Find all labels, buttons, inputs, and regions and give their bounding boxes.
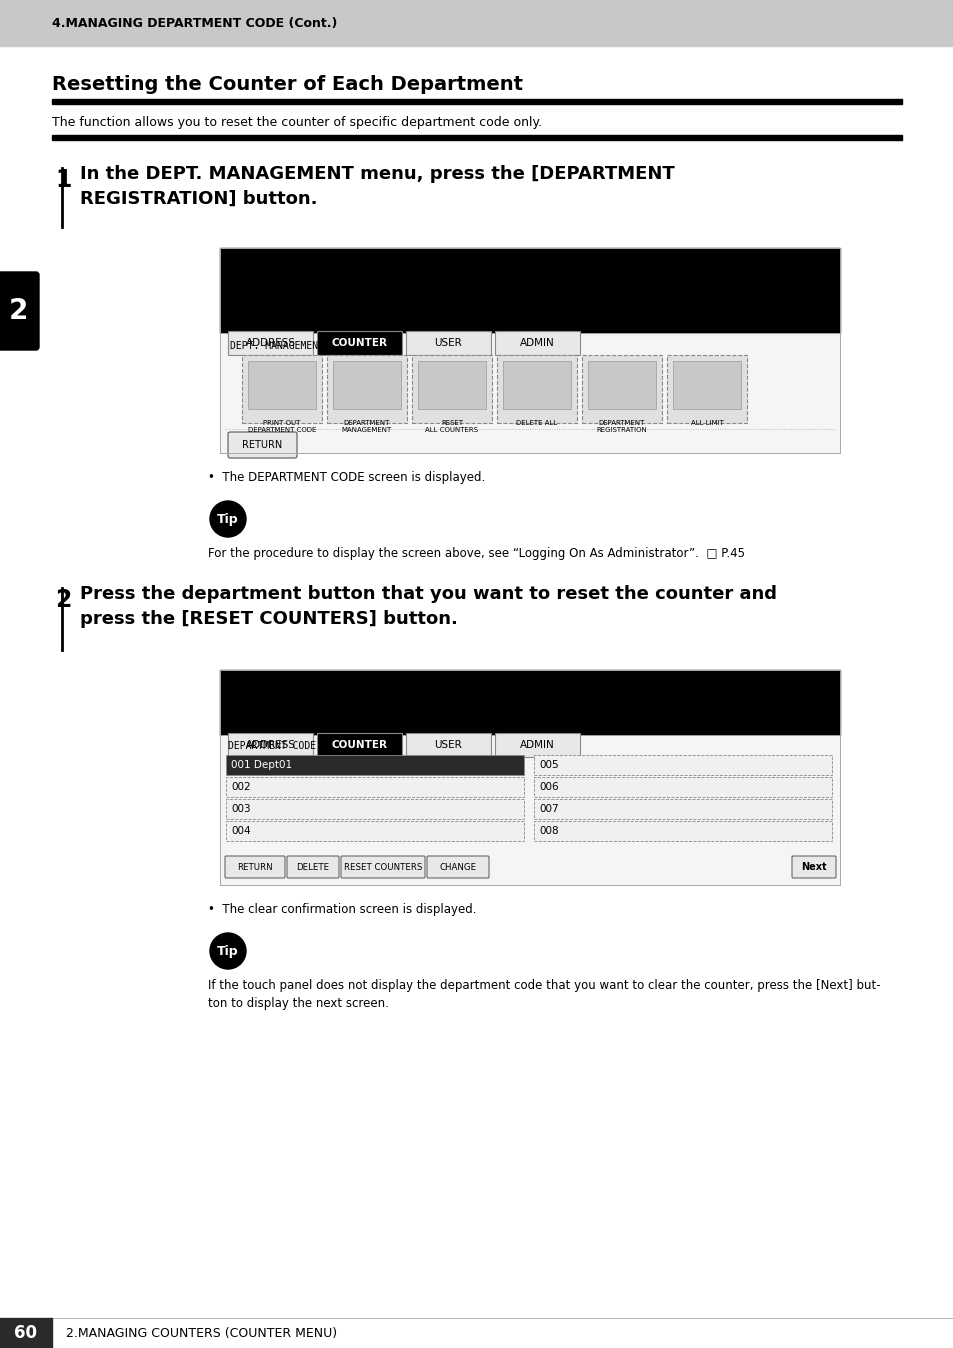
Text: DEPARTMENT
REGISTRATION: DEPARTMENT REGISTRATION [596, 421, 647, 433]
Text: Resetting the Counter of Each Department: Resetting the Counter of Each Department [52, 75, 522, 94]
Text: •  The DEPARTMENT CODE screen is displayed.: • The DEPARTMENT CODE screen is displaye… [208, 470, 485, 484]
Bar [242, 355, 322, 423]
Text: ADDRESS: ADDRESS [245, 338, 295, 348]
FancyBboxPatch shape [0, 272, 39, 350]
Bar [228, 332, 313, 355]
Text: DELETE: DELETE [296, 863, 329, 872]
Text: 007: 007 [538, 803, 558, 814]
Bar [495, 332, 579, 355]
Text: COUNTER: COUNTER [331, 740, 387, 749]
Text: 008: 008 [538, 826, 558, 836]
Text: 001 Dept01: 001 Dept01 [231, 760, 292, 770]
Text: USER: USER [435, 740, 462, 749]
Text: PRINT OUT
DEPARTMENT CODE: PRINT OUT DEPARTMENT CODE [248, 421, 315, 433]
Text: 003: 003 [231, 803, 251, 814]
Text: RETURN: RETURN [242, 439, 282, 450]
Bar [327, 355, 407, 423]
Bar [220, 670, 840, 886]
Text: DEPARTMENT
MANAGEMENT: DEPARTMENT MANAGEMENT [341, 421, 392, 433]
Text: ADMIN: ADMIN [519, 740, 555, 749]
Bar [406, 332, 491, 355]
Bar [220, 735, 840, 886]
Bar [587, 361, 656, 408]
Bar [417, 361, 485, 408]
Bar [0, 1318, 52, 1348]
Text: 005: 005 [538, 760, 558, 770]
Text: DELETE ALL: DELETE ALL [516, 421, 558, 426]
Text: DEPARTMENT CODE: DEPARTMENT CODE [228, 741, 315, 751]
Bar [495, 733, 579, 758]
Text: For the procedure to display the screen above, see “Logging On As Administrator”: For the procedure to display the screen … [208, 547, 744, 559]
Bar [316, 733, 401, 758]
Text: Tip: Tip [217, 945, 238, 957]
Text: DEPT. MANAGEMENT: DEPT. MANAGEMENT [230, 341, 324, 350]
Text: The function allows you to reset the counter of specific department code only.: The function allows you to reset the cou… [52, 116, 541, 129]
Text: RESET
ALL COUNTERS: RESET ALL COUNTERS [425, 421, 478, 433]
Text: •  The clear confirmation screen is displayed.: • The clear confirmation screen is displ… [208, 903, 476, 917]
Bar [220, 248, 840, 333]
Bar [406, 733, 491, 758]
Text: 2: 2 [9, 297, 28, 325]
Bar [672, 361, 740, 408]
Text: Press the department button that you want to reset the counter and
press the [RE: Press the department button that you wan… [80, 585, 776, 628]
Text: In the DEPT. MANAGEMENT menu, press the [DEPARTMENT
REGISTRATION] button.: In the DEPT. MANAGEMENT menu, press the … [80, 164, 674, 208]
Bar [497, 355, 577, 423]
Bar [52, 135, 901, 140]
Text: USER: USER [435, 338, 462, 348]
Bar [52, 98, 901, 104]
Text: CHANGE: CHANGE [439, 863, 476, 872]
Bar [502, 361, 571, 408]
Text: 002: 002 [231, 782, 251, 793]
FancyBboxPatch shape [340, 856, 424, 878]
Bar [220, 248, 840, 453]
Text: COUNTER: COUNTER [331, 338, 387, 348]
Bar [220, 333, 840, 453]
Bar [412, 355, 492, 423]
Bar [226, 755, 523, 775]
Text: ADMIN: ADMIN [519, 338, 555, 348]
Text: Tip: Tip [217, 512, 238, 526]
FancyBboxPatch shape [228, 431, 296, 458]
Text: 4.MANAGING DEPARTMENT CODE (Cont.): 4.MANAGING DEPARTMENT CODE (Cont.) [52, 16, 337, 30]
Text: RESET COUNTERS: RESET COUNTERS [343, 863, 422, 872]
Bar [226, 799, 523, 820]
Bar [534, 776, 831, 797]
FancyBboxPatch shape [225, 856, 285, 878]
FancyBboxPatch shape [287, 856, 338, 878]
Text: RETURN: RETURN [237, 863, 273, 872]
Bar [534, 755, 831, 775]
Bar [220, 670, 840, 735]
Text: ADDRESS: ADDRESS [245, 740, 295, 749]
Bar [228, 733, 313, 758]
Text: 004: 004 [231, 826, 251, 836]
Circle shape [210, 933, 246, 969]
Bar [248, 361, 315, 408]
FancyBboxPatch shape [427, 856, 489, 878]
Text: 2.MANAGING COUNTERS (COUNTER MENU): 2.MANAGING COUNTERS (COUNTER MENU) [66, 1326, 336, 1340]
Bar [316, 332, 401, 355]
Text: 006: 006 [538, 782, 558, 793]
Text: 1: 1 [55, 168, 71, 191]
Bar [581, 355, 661, 423]
Text: ALL LIMIT: ALL LIMIT [690, 421, 722, 426]
Text: 2: 2 [55, 588, 71, 612]
Bar [226, 776, 523, 797]
Bar [226, 821, 523, 841]
Circle shape [210, 501, 246, 537]
Bar [333, 361, 400, 408]
FancyBboxPatch shape [791, 856, 835, 878]
Bar [534, 821, 831, 841]
Text: Next: Next [801, 861, 826, 872]
Text: 60: 60 [14, 1324, 37, 1343]
Bar [666, 355, 746, 423]
Bar [534, 799, 831, 820]
Bar [0, 0, 953, 46]
Text: If the touch panel does not display the department code that you want to clear t: If the touch panel does not display the … [208, 979, 880, 1010]
